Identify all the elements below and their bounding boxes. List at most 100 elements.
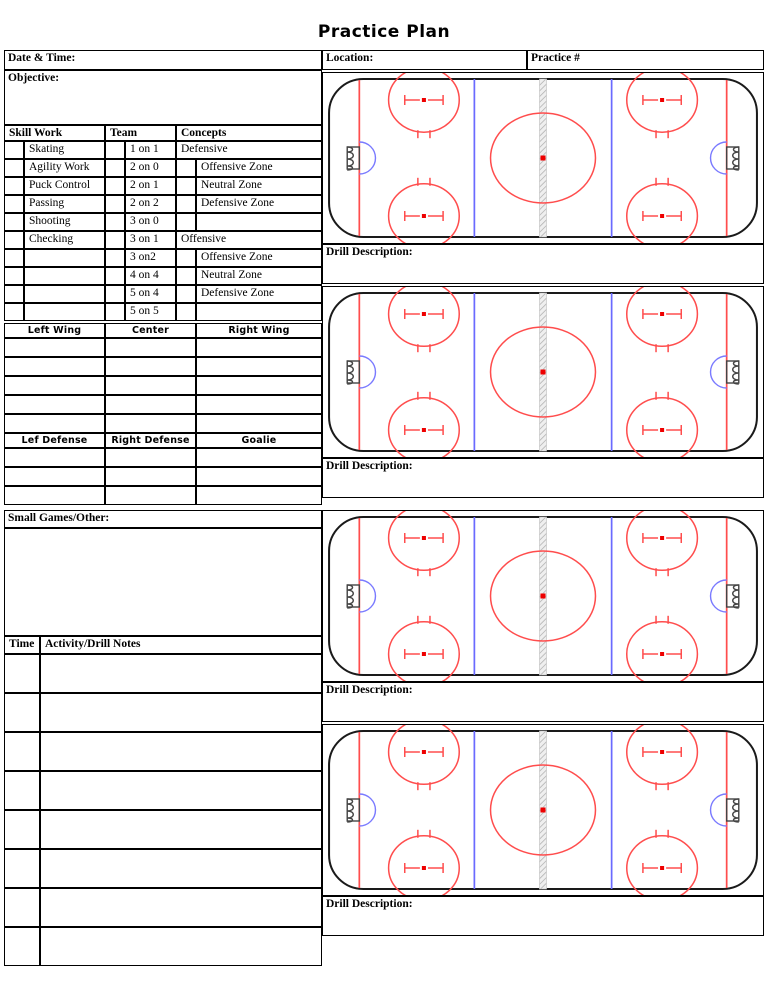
hockey-rink-diagram[interactable] — [322, 724, 764, 896]
team-checkbox[interactable] — [105, 195, 125, 213]
concepts-checkbox[interactable] — [176, 159, 196, 177]
team-item[interactable]: 1 on 1 — [125, 141, 176, 159]
team-checkbox[interactable] — [105, 249, 125, 267]
schedule-notes-cell[interactable] — [40, 732, 322, 771]
team-checkbox[interactable] — [105, 177, 125, 195]
defense-slot[interactable] — [196, 448, 322, 467]
skill-work-item[interactable]: Puck Control — [24, 177, 105, 195]
schedule-notes-cell[interactable] — [40, 693, 322, 732]
concepts-item[interactable] — [196, 303, 322, 321]
team-checkbox[interactable] — [105, 231, 125, 249]
defense-slot[interactable] — [4, 448, 105, 467]
schedule-time-cell[interactable] — [4, 849, 40, 888]
skill-work-checkbox[interactable] — [4, 267, 24, 285]
schedule-time-cell[interactable] — [4, 927, 40, 966]
team-item[interactable]: 5 on 5 — [125, 303, 176, 321]
drill-description-cell[interactable]: Drill Description: — [322, 244, 764, 284]
team-item[interactable]: 2 on 2 — [125, 195, 176, 213]
small-games-body[interactable] — [4, 528, 322, 636]
schedule-time-cell[interactable] — [4, 771, 40, 810]
schedule-notes-cell[interactable] — [40, 849, 322, 888]
defense-slot[interactable] — [105, 448, 196, 467]
concepts-item[interactable]: Neutral Zone — [196, 177, 322, 195]
team-item[interactable]: 2 on 1 — [125, 177, 176, 195]
team-checkbox[interactable] — [105, 267, 125, 285]
forward-slot[interactable] — [196, 357, 322, 376]
schedule-notes-cell[interactable] — [40, 888, 322, 927]
forward-slot[interactable] — [4, 357, 105, 376]
forward-slot[interactable] — [105, 338, 196, 357]
hockey-rink-diagram[interactable] — [322, 72, 764, 244]
schedule-time-cell[interactable] — [4, 810, 40, 849]
forward-slot[interactable] — [4, 376, 105, 395]
concepts-item[interactable]: Offensive Zone — [196, 249, 322, 267]
schedule-time-cell[interactable] — [4, 888, 40, 927]
skill-work-checkbox[interactable] — [4, 303, 24, 321]
team-item[interactable]: 5 on 4 — [125, 285, 176, 303]
concepts-checkbox[interactable] — [176, 285, 196, 303]
hockey-rink-diagram[interactable] — [322, 286, 764, 458]
drill-description-cell[interactable]: Drill Description: — [322, 896, 764, 936]
skill-work-item[interactable] — [24, 267, 105, 285]
location-cell[interactable]: Location: — [322, 50, 527, 70]
skill-work-item[interactable] — [24, 285, 105, 303]
forward-slot[interactable] — [105, 395, 196, 414]
forward-slot[interactable] — [4, 395, 105, 414]
concepts-item[interactable] — [196, 213, 322, 231]
defense-slot[interactable] — [4, 486, 105, 505]
skill-work-checkbox[interactable] — [4, 195, 24, 213]
team-item[interactable]: 3 on 1 — [125, 231, 176, 249]
concepts-checkbox[interactable] — [176, 267, 196, 285]
forward-slot[interactable] — [196, 376, 322, 395]
team-checkbox[interactable] — [105, 159, 125, 177]
objective-cell[interactable]: Objective: — [4, 70, 322, 125]
concepts-checkbox[interactable] — [176, 249, 196, 267]
team-checkbox[interactable] — [105, 141, 125, 159]
skill-work-checkbox[interactable] — [4, 177, 24, 195]
hockey-rink-diagram[interactable] — [322, 510, 764, 682]
schedule-notes-cell[interactable] — [40, 654, 322, 693]
schedule-notes-cell[interactable] — [40, 927, 322, 966]
defense-slot[interactable] — [4, 467, 105, 486]
date-time-cell[interactable]: Date & Time: — [4, 50, 322, 70]
forward-slot[interactable] — [105, 414, 196, 433]
schedule-time-cell[interactable] — [4, 654, 40, 693]
concepts-item[interactable]: Offensive Zone — [196, 159, 322, 177]
concepts-item[interactable]: Neutral Zone — [196, 267, 322, 285]
forward-slot[interactable] — [196, 414, 322, 433]
forward-slot[interactable] — [4, 414, 105, 433]
skill-work-item[interactable]: Skating — [24, 141, 105, 159]
forward-slot[interactable] — [196, 338, 322, 357]
team-checkbox[interactable] — [105, 213, 125, 231]
forward-slot[interactable] — [4, 338, 105, 357]
concepts-item[interactable]: Defensive Zone — [196, 285, 322, 303]
skill-work-checkbox[interactable] — [4, 141, 24, 159]
team-item[interactable]: 4 on 4 — [125, 267, 176, 285]
team-checkbox[interactable] — [105, 285, 125, 303]
concepts-checkbox[interactable] — [176, 213, 196, 231]
skill-work-checkbox[interactable] — [4, 213, 24, 231]
schedule-notes-cell[interactable] — [40, 810, 322, 849]
skill-work-item[interactable]: Agility Work — [24, 159, 105, 177]
skill-work-item[interactable]: Checking — [24, 231, 105, 249]
skill-work-checkbox[interactable] — [4, 285, 24, 303]
team-item[interactable]: 3 on 0 — [125, 213, 176, 231]
schedule-time-cell[interactable] — [4, 693, 40, 732]
team-item[interactable]: 3 on2 — [125, 249, 176, 267]
forward-slot[interactable] — [105, 357, 196, 376]
skill-work-checkbox[interactable] — [4, 231, 24, 249]
concepts-checkbox[interactable] — [176, 195, 196, 213]
skill-work-checkbox[interactable] — [4, 249, 24, 267]
skill-work-item[interactable] — [24, 303, 105, 321]
forward-slot[interactable] — [196, 395, 322, 414]
team-item[interactable]: 2 on 0 — [125, 159, 176, 177]
concepts-checkbox[interactable] — [176, 177, 196, 195]
schedule-notes-cell[interactable] — [40, 771, 322, 810]
defense-slot[interactable] — [105, 467, 196, 486]
forward-slot[interactable] — [105, 376, 196, 395]
defense-slot[interactable] — [196, 467, 322, 486]
team-checkbox[interactable] — [105, 303, 125, 321]
skill-work-item[interactable]: Passing — [24, 195, 105, 213]
defense-slot[interactable] — [196, 486, 322, 505]
concepts-item[interactable]: Defensive Zone — [196, 195, 322, 213]
